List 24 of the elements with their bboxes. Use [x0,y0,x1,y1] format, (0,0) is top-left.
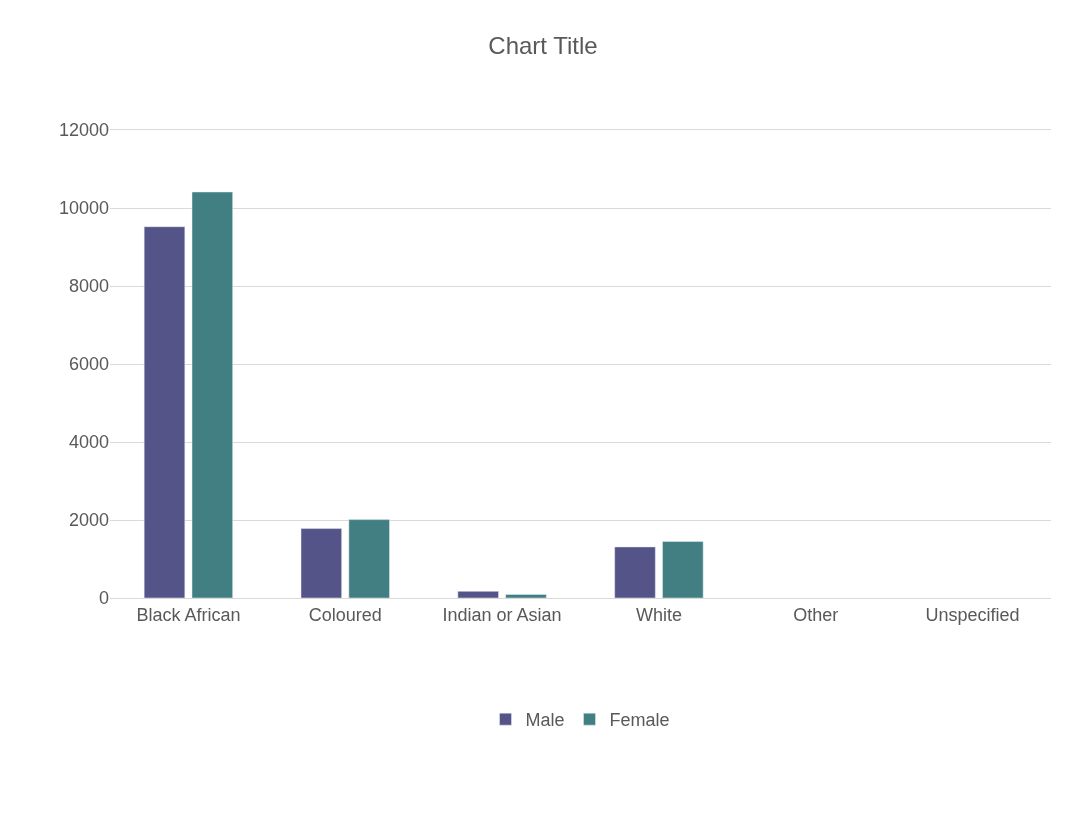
x-tick-label: Indian or Asian [442,604,562,625]
legend-label: Female [609,710,670,731]
bar [505,594,547,598]
bar [300,528,342,598]
y-tick-label: 8000 [68,276,109,297]
y-tick-label: 10000 [58,198,109,219]
bar [143,226,186,598]
x-tick-label: Unspecified [925,604,1020,625]
bar [348,519,390,598]
bar [662,541,704,598]
y-tick-label: 12000 [58,120,109,141]
x-tick-label: Other [793,604,839,625]
y-tick-label: 4000 [68,432,109,453]
bar [614,546,656,598]
x-tick-label: Coloured [308,604,382,625]
x-tick-label: White [635,604,682,625]
bar [457,591,499,598]
y-tick-label: 0 [98,588,109,609]
y-tick-label: 6000 [68,354,109,375]
x-tick-label: Black African [136,604,241,625]
chart-title: Chart Title [488,31,598,59]
bar [191,191,233,598]
y-tick-label: 2000 [68,510,109,531]
legend-label: Male [525,710,565,731]
